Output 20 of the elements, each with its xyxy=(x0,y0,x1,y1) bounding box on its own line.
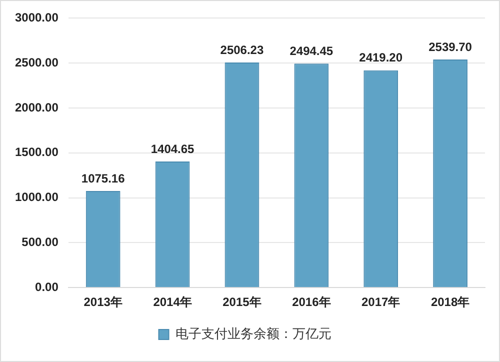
x-tick-label: 2013年 xyxy=(84,295,122,310)
y-tick-label: 2000.00 xyxy=(14,100,59,114)
x-tick-label: 2015年 xyxy=(222,295,262,310)
data-label: 1075.16 xyxy=(81,171,126,186)
legend-label: 电子支付业务余额：万亿元 xyxy=(175,326,332,342)
data-label: 2494.45 xyxy=(290,44,334,58)
y-tick-label: 2500.00 xyxy=(14,55,59,70)
data-label: 2419.20 xyxy=(359,50,403,65)
x-tick-label: 2018年 xyxy=(430,295,470,310)
y-tick-label: 1500.00 xyxy=(14,145,59,160)
x-tick-label: 2014年 xyxy=(153,295,192,310)
data-label: 1404.65 xyxy=(150,142,195,156)
x-tick-label: 2016年 xyxy=(292,295,331,310)
data-label: 2539.70 xyxy=(428,40,472,54)
y-tick-label: 1000.00 xyxy=(14,190,59,204)
y-tick-label: 500.00 xyxy=(22,235,59,250)
y-tick-label: 3000.00 xyxy=(14,10,59,25)
x-tick-label: 2017年 xyxy=(361,295,400,310)
y-tick-label: 0.00 xyxy=(35,280,59,294)
data-label: 2506.23 xyxy=(220,42,264,57)
